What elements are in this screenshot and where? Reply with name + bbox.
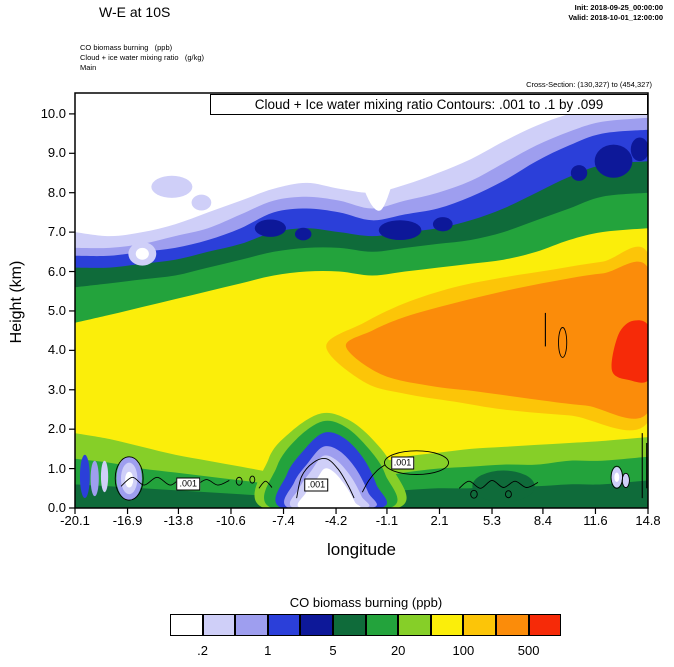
legend-swatch — [463, 614, 496, 636]
valid-timestamp: Valid: 2018-10-01_12:00:00 — [568, 13, 663, 22]
y-tick-label: 1.0 — [47, 460, 66, 476]
legend-value-label: 500 — [517, 643, 540, 658]
x-tick-label: 11.6 — [583, 513, 608, 528]
x-tick-label: -20.1 — [60, 513, 90, 528]
x-tick-label: -1.1 — [375, 513, 399, 528]
x-tick-label: 2.1 — [430, 513, 449, 528]
contour-label: .001 — [390, 456, 415, 470]
x-tick-label: -10.6 — [216, 513, 246, 528]
legend-value-label: 1 — [264, 643, 272, 658]
y-tick-label: 8.0 — [47, 184, 66, 200]
legend-swatch — [267, 614, 301, 636]
legend-swatch — [333, 614, 366, 636]
y-tick-label: 4.0 — [47, 342, 66, 358]
legend-swatch — [430, 614, 464, 636]
x-tick-label: 8.4 — [533, 513, 552, 528]
y-tick-label: 9.0 — [47, 145, 66, 161]
x-tick-label: 5.3 — [482, 513, 502, 528]
legend-swatch — [496, 614, 529, 636]
x-axis-label: longitude — [326, 540, 396, 559]
legend-swatch — [398, 614, 431, 636]
legend-swatch — [235, 614, 268, 636]
x-tick-label: -16.9 — [112, 513, 143, 528]
legend-swatch — [202, 614, 236, 636]
legend-value-label: 5 — [329, 643, 337, 658]
y-tick-label: 5.0 — [47, 302, 66, 318]
y-tick-label: 2.0 — [47, 421, 66, 437]
y-tick-label: 3.0 — [47, 381, 66, 397]
contour-field — [75, 102, 648, 508]
plot-border — [74, 92, 649, 509]
y-tick-label: 10.0 — [40, 105, 66, 121]
overlay-field-label: Cloud + ice water mixing ratio (g/kg) — [80, 53, 205, 62]
legend-title: CO biomass burning (ppb) — [289, 595, 443, 610]
legend-value-label: 20 — [390, 643, 406, 658]
init-timestamp: Init: 2018-09-25_00:00:00 — [574, 3, 663, 12]
x-tick-label: -13.8 — [163, 513, 194, 528]
legend-value-label: 100 — [452, 643, 475, 658]
contour-info-banner: Cloud + Ice water mixing ratio Contours:… — [210, 94, 648, 115]
x-tick-label: 14.8 — [635, 513, 661, 528]
legend-value-label: .2 — [197, 643, 209, 658]
fill-field-label: CO biomass burning (ppb) — [80, 43, 173, 52]
cross-section-coords: Cross-Section: (130,327) to (454,327) — [526, 80, 652, 89]
x-tick-label: -7.4 — [272, 513, 295, 528]
page-title: W-E at 10S — [99, 4, 171, 20]
legend-swatch — [528, 614, 562, 636]
grid-label: Main — [80, 63, 97, 72]
legend-swatch — [300, 614, 333, 636]
contour-label: .001 — [304, 478, 329, 492]
x-tick-label: -4.2 — [324, 513, 348, 528]
contour-label: .001 — [176, 477, 201, 491]
y-tick-label: 7.0 — [47, 224, 66, 240]
y-tick-label: 0.0 — [47, 500, 66, 515]
y-tick-label: 6.0 — [47, 263, 66, 279]
legend-swatch — [365, 614, 399, 636]
legend-swatch — [170, 614, 203, 636]
